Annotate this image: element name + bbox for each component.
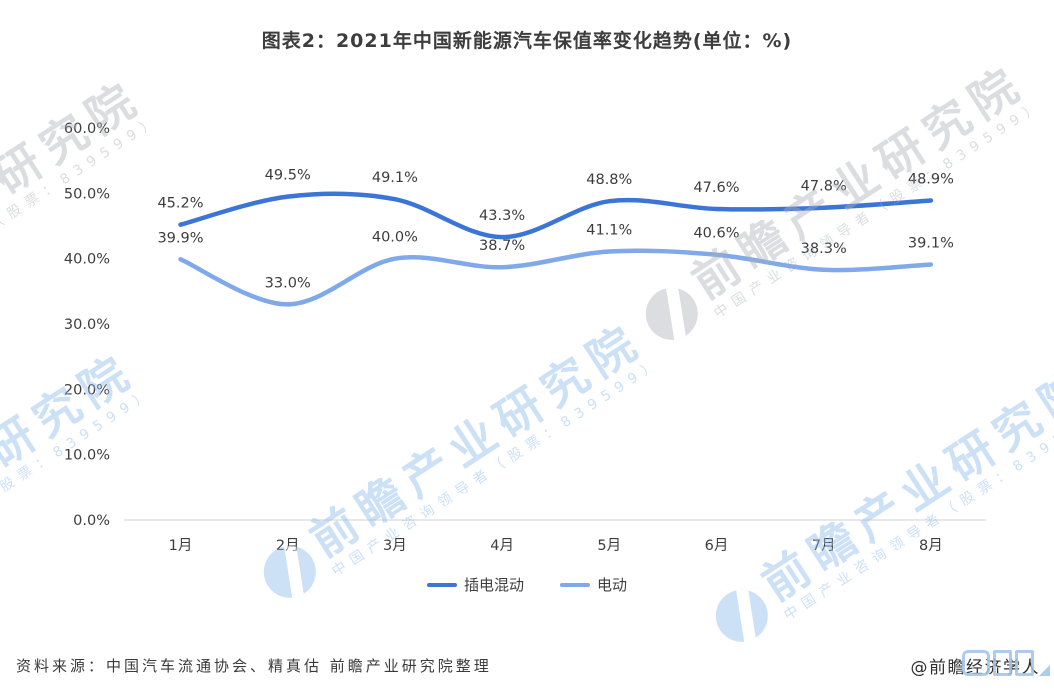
- x-tick-label: 8月: [919, 538, 943, 554]
- y-tick-label: 60.0%: [64, 121, 110, 137]
- attribution-wrap: @前瞻经济学人: [911, 649, 1050, 678]
- y-tick-label: 20.0%: [64, 382, 110, 398]
- legend-item: 插电混动: [426, 574, 524, 595]
- data-label: 41.1%: [586, 222, 632, 238]
- series-line-1: [178, 248, 934, 307]
- y-tick-label: 30.0%: [64, 317, 110, 333]
- legend-item: 电动: [560, 574, 627, 595]
- data-label: 39.9%: [157, 230, 203, 246]
- y-tick-label: 40.0%: [64, 252, 110, 268]
- data-label: 43.3%: [479, 208, 525, 224]
- x-tick-label: 2月: [276, 538, 300, 554]
- data-label: 40.0%: [372, 230, 418, 246]
- legend-label: 电动: [597, 576, 628, 594]
- y-tick-label: 50.0%: [64, 186, 110, 202]
- data-label: 49.5%: [265, 168, 311, 184]
- legend-line-swatch: [426, 582, 457, 587]
- data-label: 48.9%: [908, 172, 954, 188]
- chart-title: 图表2：2021年中国新能源汽车保值率变化趋势(单位：%): [261, 30, 793, 52]
- data-label: 48.8%: [586, 172, 632, 188]
- data-label: 39.1%: [908, 236, 954, 252]
- y-tick-label: 10.0%: [64, 448, 110, 464]
- legend-label: 插电混动: [463, 576, 524, 594]
- data-label: 40.6%: [693, 226, 739, 242]
- x-tick-label: 1月: [169, 538, 193, 554]
- x-tick-label: 5月: [597, 538, 621, 554]
- app-logo-box-icon: [962, 649, 990, 676]
- chart-legend: 插电混动 电动: [0, 574, 1054, 595]
- legend-line-swatch: [560, 582, 590, 587]
- data-label: 49.1%: [372, 170, 418, 186]
- y-tick-label: 0.0%: [73, 513, 110, 529]
- series-line-0: [178, 191, 934, 240]
- x-tick-label: 4月: [490, 538, 514, 554]
- x-tick-label: 3月: [383, 538, 407, 554]
- footer: 资料来源：中国汽车流通协会、精真估 前瞻产业研究院整理 @前瞻经济学人: [0, 646, 1054, 692]
- x-tick-label: 7月: [812, 538, 836, 554]
- data-label: 47.6%: [693, 180, 739, 196]
- source-note: 资料来源：中国汽车流通协会、精真估 前瞻产业研究院整理: [16, 656, 492, 675]
- x-tick-label: 6月: [705, 538, 729, 554]
- app-logo-glyph-icon: [993, 649, 1012, 676]
- data-label: 38.7%: [479, 238, 525, 254]
- app-logo-triangle-icon: [1039, 664, 1050, 676]
- data-label: 45.2%: [157, 196, 203, 212]
- data-label: 47.8%: [801, 179, 847, 195]
- app-watermark-logo: [962, 649, 1050, 676]
- data-label: 33.0%: [265, 275, 311, 291]
- data-label: 38.3%: [801, 241, 847, 257]
- app-logo-glyph-icon: [1015, 649, 1034, 676]
